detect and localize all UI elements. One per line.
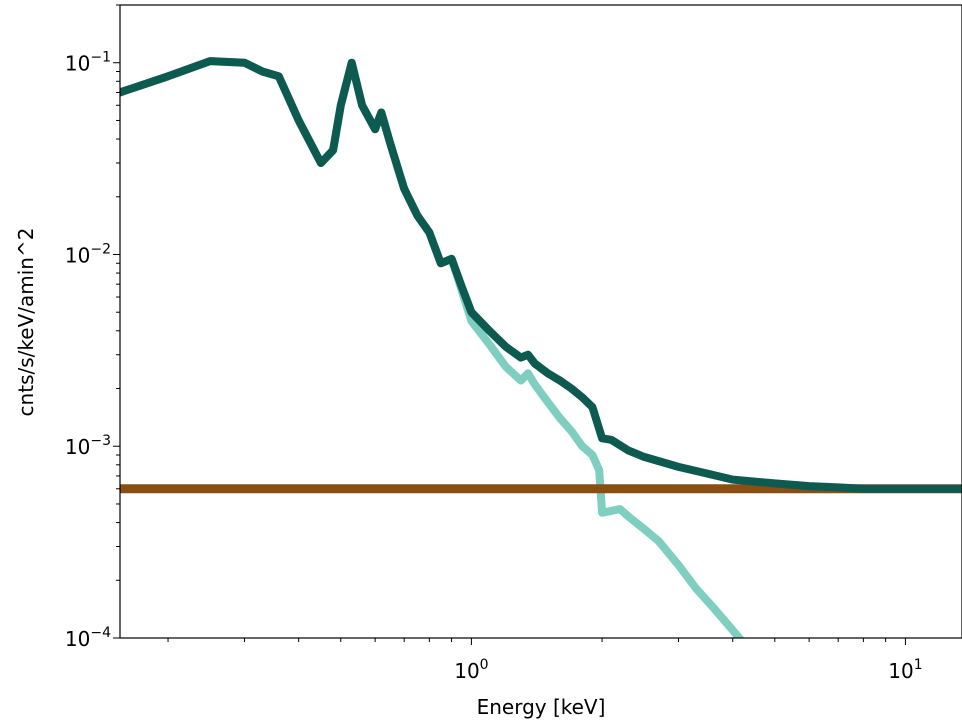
- y-tick-label: 10−4: [65, 625, 111, 651]
- tick-layer: 100 101 10−4 10−3 10−2 10−1: [65, 4, 923, 683]
- y-axis-label: cnts/s/keV/amin^2: [14, 228, 38, 417]
- x-tick-label: 101: [888, 657, 922, 683]
- series-line-3: [120, 57, 962, 493]
- series-layer: [120, 57, 962, 638]
- plot-frame: [119, 4, 962, 639]
- x-axis-label: Energy [keV]: [477, 695, 606, 719]
- x-tick-label: 100: [454, 657, 488, 683]
- y-tick-label: 10−1: [65, 50, 111, 76]
- series-line-1: [120, 57, 745, 638]
- axes-frame: [119, 4, 962, 639]
- y-tick-label: 10−3: [65, 433, 111, 459]
- y-tick-label: 10−2: [65, 241, 111, 267]
